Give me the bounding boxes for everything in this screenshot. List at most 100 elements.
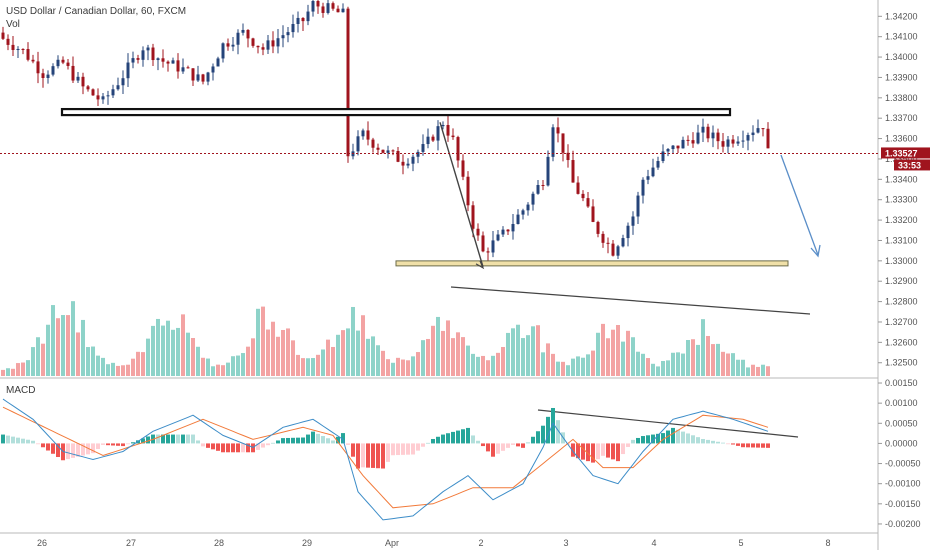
macd-histogram-bar: [366, 443, 370, 468]
volume-bar: [631, 337, 635, 376]
candle-body: [61, 59, 65, 63]
volume-bar: [426, 338, 430, 376]
volume-bar: [101, 357, 105, 376]
candle-body: [571, 160, 575, 183]
macd-histogram-bar: [286, 437, 290, 444]
macd-histogram-bar: [606, 443, 610, 458]
price-tick-label: 1.33200: [885, 215, 918, 225]
candle-body: [256, 45, 260, 48]
volume-bar: [116, 365, 120, 376]
candle-body: [361, 130, 365, 137]
volume-bar: [431, 325, 435, 376]
volume-bar: [201, 357, 205, 376]
macd-histogram-bar: [471, 435, 475, 444]
candle-body: [91, 89, 95, 96]
candle-body: [606, 242, 610, 244]
macd-histogram-bar: [441, 434, 445, 444]
volume-bar: [196, 346, 200, 376]
candle-body: [601, 233, 605, 243]
candle-body: [481, 235, 485, 252]
macd-histogram-bar: [81, 443, 85, 456]
macd-histogram-bar: [341, 433, 345, 444]
macd-histogram-bar: [41, 443, 45, 448]
candle-body: [696, 132, 700, 144]
volume-bar: [531, 326, 535, 376]
volume-bar: [736, 359, 740, 376]
volume-bar: [151, 325, 155, 376]
candle-body: [276, 38, 280, 47]
candle-body: [686, 139, 690, 141]
macd-main-line: [2, 398, 769, 521]
volume-bar: [751, 364, 755, 376]
candle-body: [326, 3, 330, 13]
volume-bar: [566, 365, 570, 376]
volume-bar: [546, 343, 550, 376]
volume-bar: [746, 367, 750, 376]
macd-histogram-bar: [376, 443, 380, 469]
macd-histogram-bar: [681, 431, 685, 444]
macd-histogram-bar: [76, 443, 80, 457]
macd-tick-label: -0.00200: [885, 519, 921, 529]
macd-histogram-bar: [486, 443, 490, 452]
macd-histogram-bar: [506, 443, 510, 448]
macd-histogram-bar: [181, 434, 185, 444]
volume-bar: [326, 339, 330, 376]
macd-histogram-bar: [671, 427, 675, 444]
volume-bar: [521, 338, 525, 376]
candle-body: [711, 132, 715, 139]
macd-histogram-bar: [86, 443, 90, 455]
macd-histogram-bar: [36, 443, 40, 445]
macd-histogram-bar: [266, 443, 270, 446]
candle-body: [196, 74, 200, 81]
candle-body: [616, 246, 620, 256]
candle-body: [436, 126, 440, 141]
macd-histogram-bar: [51, 443, 55, 454]
volume-bar: [176, 327, 180, 376]
macd-histogram-bar: [411, 443, 415, 455]
time-tick-label: 29: [302, 538, 312, 548]
volume-bar: [231, 356, 235, 376]
price-tick-label: 1.34000: [885, 52, 918, 62]
macd-histogram-bar: [301, 437, 305, 444]
candle-body: [236, 32, 240, 45]
macd-histogram-bar: [1, 434, 5, 444]
volume-bar: [71, 301, 75, 376]
volume-bar: [551, 353, 555, 376]
macd-histogram-bar: [331, 440, 335, 444]
macd-histogram-bar: [201, 443, 205, 447]
candle-body: [501, 229, 505, 235]
candle-body: [546, 156, 550, 186]
volume-bar: [611, 329, 615, 376]
candle-body: [16, 48, 20, 50]
macd-histogram-bar: [691, 435, 695, 444]
candle-body: [206, 72, 210, 82]
candle-body: [461, 160, 465, 177]
candle-body: [216, 58, 220, 67]
macd-histogram-bar: [431, 438, 435, 444]
time-tick-label: 27: [126, 538, 136, 548]
volume-bar: [666, 360, 670, 376]
candle-body: [291, 23, 295, 33]
candle-body: [56, 59, 60, 67]
volume-bar: [301, 358, 305, 376]
macd-histogram-bar: [101, 443, 105, 445]
time-tick-label: 8: [825, 538, 830, 548]
volume-bar: [261, 306, 265, 376]
macd-histogram-bar: [291, 437, 295, 444]
macd-histogram-bar: [396, 443, 400, 456]
macd-histogram-bar: [481, 443, 485, 447]
candle-body: [11, 44, 15, 50]
candle-body: [516, 214, 520, 224]
volume-bar: [691, 339, 695, 376]
volume-bar: [166, 320, 170, 376]
macd-histogram-bar: [621, 443, 625, 455]
volume-bar: [121, 365, 125, 376]
volume-bar: [46, 324, 50, 376]
candle-body: [631, 216, 635, 226]
volume-bar: [411, 356, 415, 376]
candle-body: [486, 251, 490, 253]
volume-bar: [626, 330, 630, 376]
volume-bar: [571, 358, 575, 376]
price-tick-label: 1.33400: [885, 174, 918, 184]
